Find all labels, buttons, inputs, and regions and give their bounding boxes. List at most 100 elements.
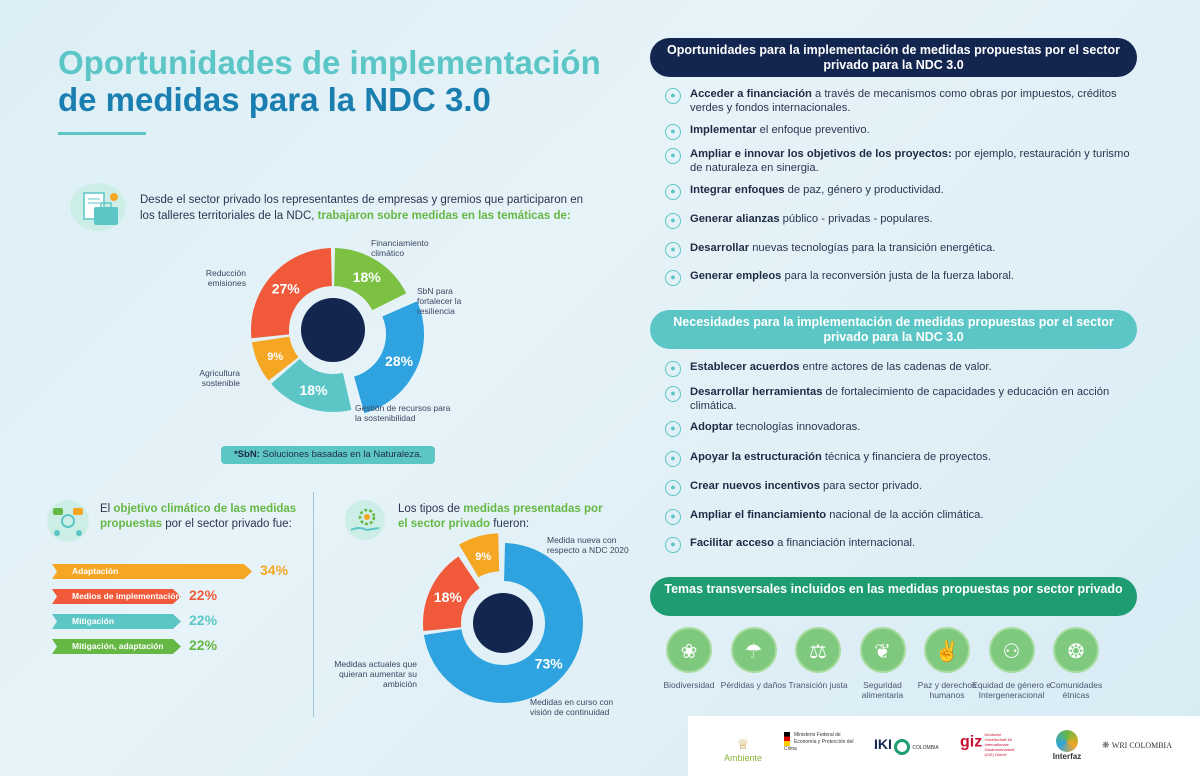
list-item-text: Desarrollar nuevas tecnologías para la t… — [690, 242, 996, 254]
list-item-text: Adoptar tecnologías innovadoras. — [690, 421, 861, 433]
intro-highlight: trabajaron sobre medidas en las temática… — [317, 210, 571, 222]
tema-item: ❦ Seguridad alimentaria — [843, 627, 923, 700]
label-actuales: Medidas actuales que quieran aumentar su… — [334, 659, 417, 689]
iki-emblem — [894, 738, 911, 755]
objetivo-bar: Mitigación, adaptación — [52, 639, 181, 654]
slice-value-label: 9% — [475, 551, 491, 563]
label-en-curso: Medidas en curso con visión de continuid… — [530, 697, 614, 717]
list-item-bold: Ampliar e innovar los objetivos de los p… — [690, 148, 952, 160]
objetivo-bar-value: 34% — [260, 562, 289, 578]
interfaz-logo: Interfaz — [1050, 730, 1084, 761]
leaf-icon: ❦ — [859, 627, 906, 673]
donut-slice — [251, 248, 332, 339]
tipos-heading: Los tipos de medidas presentadas por el … — [398, 502, 613, 532]
slice-value-label: 18% — [300, 382, 329, 398]
network-icon — [47, 500, 89, 542]
title-divider — [58, 132, 146, 135]
sbn-abbr: *SbN: — [233, 449, 260, 460]
ambiente-logo: ♕ Ambiente — [718, 736, 768, 763]
page-subtitle: de medidas para la NDC 3.0 — [58, 81, 491, 118]
list-item: ● Establecer acuerdos entre actores de la… — [665, 361, 1140, 377]
list-item-text: Acceder a financiación a través de mecan… — [690, 88, 1117, 114]
wri-text: WRI COLOMBIA — [1111, 741, 1172, 750]
list-item: ● Implementar el enfoque preventivo. — [665, 124, 1140, 140]
intro-paragraph: Desde el sector privado los representant… — [140, 192, 590, 224]
tema-label: Biodiversidad — [663, 680, 715, 690]
list-item-text: Establecer acuerdos entre actores de las… — [690, 361, 992, 373]
list-item-bold: Adoptar — [690, 421, 733, 433]
stack-icon: ● — [665, 480, 681, 496]
people-icon: ⚇ — [988, 627, 1035, 673]
list-item: ● Crear nuevos incentivos para sector pri… — [665, 480, 1140, 496]
list-item-bold: Implementar — [690, 124, 757, 136]
head-gear-icon: ● — [665, 386, 681, 402]
list-item-bold: Crear nuevos incentivos — [690, 480, 820, 492]
briefcase-icon — [70, 183, 126, 231]
tipos-post: fueron: — [490, 518, 530, 530]
donut-slice — [271, 358, 352, 412]
worker-icon: ● — [665, 270, 681, 286]
tema-label: Transición justa — [788, 680, 848, 690]
label-sbn: SbN para fortalecer la resiliencia — [417, 286, 462, 316]
slice-value-label: 9% — [267, 351, 283, 363]
coin-icon: ● — [665, 537, 681, 553]
tema-item: ❂ Comunidades étnicas — [1036, 627, 1116, 700]
donut-slice — [354, 301, 425, 414]
list-item-text: Apoyar la estructuración técnica y finan… — [690, 451, 991, 463]
objetivo-bar: Mitigación — [52, 614, 181, 629]
biodiversity-icon: ❀ — [666, 627, 712, 673]
list-item: ● Adoptar tecnologías innovadoras. — [665, 421, 1140, 437]
objetivo-bar-value: 22% — [189, 637, 218, 653]
objetivo-bar: Adaptación — [52, 564, 252, 579]
label-agricultura: Agricultura sostenible — [199, 368, 240, 388]
tema-label: Seguridad alimentaria — [861, 680, 904, 700]
list-item: ● Generar alianzas público - privadas - p… — [665, 213, 1140, 229]
shield-icon: ● — [665, 124, 681, 140]
list-item-text: Implementar el enfoque preventivo. — [690, 124, 870, 136]
donut-slice — [251, 336, 299, 381]
list-item-text: Integrar enfoques de paz, género y produ… — [690, 184, 944, 196]
label-financiamiento: Financiamiento climático — [371, 238, 429, 258]
list-item: ● Integrar enfoques de paz, género y prod… — [665, 184, 1140, 200]
list-item-bold: Integrar enfoques — [690, 184, 785, 196]
wri-emblem: ❋ — [1102, 740, 1110, 750]
growth-icon: ● — [665, 509, 681, 525]
objetivo-bar-value: 22% — [189, 612, 218, 628]
list-item: ● Apoyar la estructuración técnica y fina… — [665, 451, 1140, 467]
donut-slice — [423, 556, 480, 632]
ambiente-logo-text: Ambiente — [723, 753, 763, 763]
tema-item: ⚖ Transición justa — [778, 627, 858, 690]
giz-text: giz — [960, 733, 983, 751]
tech-icon: ● — [665, 421, 681, 437]
dove-icon: ✌ — [924, 627, 970, 673]
objetivo-highlight: objetivo climático de las medidas propue… — [100, 503, 297, 530]
list-item-text: Generar alianzas público - privadas - po… — [690, 213, 933, 225]
intro-text: Desde el sector privado los representant… — [140, 194, 583, 222]
objetivo-pre: El — [100, 503, 114, 515]
list-item: ● Generar empleos para la reconversión ju… — [665, 270, 1140, 286]
list-item-text: Generar empleos para la reconversión jus… — [690, 270, 1015, 282]
slice-value-label: 18% — [434, 589, 463, 605]
list-item-bold: Desarrollar herramientas — [690, 386, 823, 398]
giz-logo: giz Deutsche Gesellschaft für Internatio… — [960, 732, 1032, 757]
tematicas-donut-chart: 18% 28% 18% 9% 27% — [251, 248, 425, 414]
tipos-pre: Los tipos de — [398, 503, 464, 515]
tema-label: Paz y derechos humanos — [917, 680, 977, 700]
ministerio-logo: Ministerio Federal de Economía y Protecc… — [784, 732, 854, 753]
iki-text: IKI — [874, 736, 892, 752]
objetivo-heading: El objetivo climático de las medidas pro… — [100, 502, 300, 532]
list-item-text: Desarrollar herramientas de fortalecimie… — [690, 386, 1110, 412]
gear-hand-icon — [345, 500, 385, 540]
donut-center — [473, 593, 533, 653]
list-item-bold: Generar alianzas — [690, 213, 780, 225]
handshake-icon: ● — [665, 213, 681, 229]
temas-header: Temas transversales incluidos en las med… — [650, 577, 1137, 616]
objetivo-bar: Medios de implementación — [52, 589, 181, 604]
german-flag-icon — [784, 732, 790, 746]
energy-icon: ● — [665, 242, 681, 258]
sbn-footnote: *SbN: Soluciones basadas en la Naturalez… — [221, 446, 435, 464]
handshake-icon: ● — [665, 361, 681, 377]
partner-logos-strip: ♕ Ambiente Ministerio Federal de Economí… — [688, 716, 1200, 776]
target-icon: ● — [665, 184, 681, 200]
tema-label: Comunidades étnicas — [1049, 680, 1103, 700]
